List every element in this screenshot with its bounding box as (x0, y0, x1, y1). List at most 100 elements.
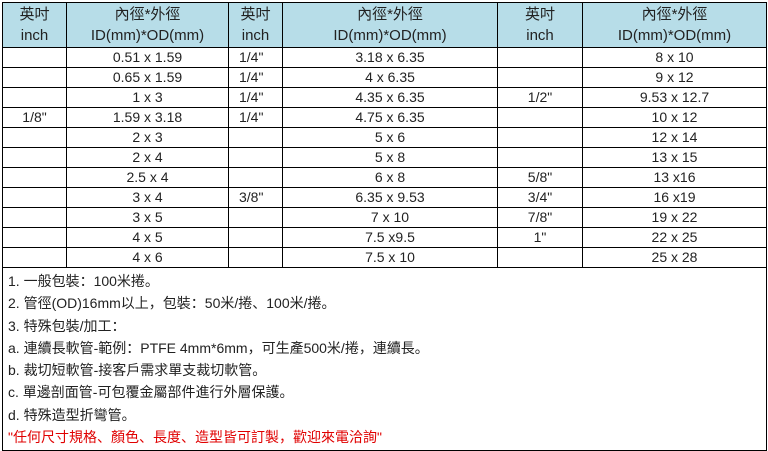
header-text: ID(mm)*OD(mm) (90, 27, 205, 44)
cell: 3/8" (228, 187, 283, 208)
cell-text: 9 x 12 (655, 69, 694, 85)
cell: 0.65 x 1.59 (66, 67, 229, 88)
cell: 1/2" (497, 87, 583, 108)
cell-text: 1/4" (239, 49, 264, 65)
cell: 10 x 12 (582, 107, 767, 128)
cell (2, 47, 67, 68)
data-row: 0.65 x 1.59 1/4" 4 x 6.35 9 x 12 (2, 67, 767, 88)
cell (497, 67, 583, 88)
cell (2, 127, 67, 148)
cell: 5/8" (497, 167, 583, 188)
header-cell: 內徑*外徑 ID(mm)*OD(mm) (282, 2, 498, 48)
cell-text: 1 x 3 (132, 89, 163, 105)
header-text: 內徑*外徑 (357, 6, 423, 23)
cell-text: 1/4" (239, 89, 264, 105)
cell-text: 1.59 x 3.18 (112, 109, 183, 125)
cell (497, 147, 583, 168)
cell (228, 167, 283, 188)
cell: 25 x 28 (582, 247, 767, 268)
cell-text: 13 x 15 (651, 149, 698, 165)
cell-text: 5 x 8 (374, 149, 406, 165)
cell: 1/4" (228, 87, 283, 108)
note-line: b. 裁切短軟管-接客戶需求單支裁切軟管。 (8, 362, 267, 379)
cell: 1 x 3 (66, 87, 229, 108)
cell-text: 16 x19 (653, 189, 696, 205)
cell: 1/8" (2, 107, 67, 128)
cell: 3 x 4 (66, 187, 229, 208)
cell-text: 1" (533, 229, 547, 245)
cell (228, 227, 283, 248)
cell: 1.59 x 3.18 (66, 107, 229, 128)
note-line: "任何尺寸規格、顏色、長度、造型皆可訂製，歡迎來電洽詢" (8, 429, 382, 446)
cell-text: 0.51 x 1.59 (112, 49, 183, 65)
header-text: inch (241, 27, 270, 44)
cell-text: 3 x 5 (132, 209, 163, 225)
cell: 7/8" (497, 207, 583, 228)
cell-text: 7.5 x9.5 (365, 229, 415, 245)
cell (2, 247, 67, 268)
cell-text: 3/8" (239, 189, 264, 205)
cell-text: 7/8" (527, 209, 553, 225)
header-cell: 內徑*外徑 ID(mm)*OD(mm) (66, 2, 229, 48)
cell: 1/4" (228, 67, 283, 88)
cell-text: 4.75 x 6.35 (355, 109, 425, 125)
cell: 5 x 6 (282, 127, 498, 148)
cell: 2 x 3 (66, 127, 229, 148)
cell: 8 x 10 (582, 47, 767, 68)
cell-text: 19 x 22 (651, 209, 698, 225)
cell: 3/4" (497, 187, 583, 208)
cell-text: 7.5 x 10 (365, 249, 415, 265)
cell (497, 127, 583, 148)
cell-text: 13 x16 (653, 169, 696, 185)
cell-text: 4 x 6 (132, 249, 163, 265)
cell-text: 5/8" (527, 169, 553, 185)
header-text: inch (526, 27, 554, 44)
data-row: 4 x 5 7.5 x9.5 1" 22 x 25 (2, 227, 767, 248)
cell-text: 8 x 10 (655, 49, 694, 65)
note-line: d. 特殊造型折彎管。 (8, 406, 136, 423)
cell-text: 2 x 3 (132, 129, 163, 145)
cell: 7.5 x 10 (282, 247, 498, 268)
cell-text: 1/2" (527, 89, 553, 105)
table-body: 0.51 x 1.59 1/4" 3.18 x 6.35 8 x 10 0.65 x 1… (2, 47, 767, 451)
cell-text: 1/8" (22, 109, 47, 125)
cell (2, 67, 67, 88)
notes-row: 1. 一般包裝：100米捲。 2. 管徑(OD)16mm以上，包裝：50米/捲、1… (2, 266, 767, 451)
data-row: 2 x 4 5 x 8 13 x 15 (2, 147, 767, 168)
cell: 5 x 8 (282, 147, 498, 168)
cell: 3 x 5 (66, 207, 229, 228)
header-text: 英吋 (19, 6, 50, 23)
header-cell: 英吋 inch (2, 2, 67, 48)
cell (497, 47, 583, 68)
data-row: 2.5 x 4 6 x 8 5/8" 13 x16 (2, 167, 767, 188)
data-row: 4 x 6 7.5 x 10 25 x 28 (2, 247, 767, 268)
data-row: 3 x 4 3/8" 6.35 x 9.53 3/4" 16 x19 (2, 187, 767, 208)
cell (228, 147, 283, 168)
cell-text: 7 x 10 (370, 209, 410, 225)
cell (2, 207, 67, 228)
header-cell: 英吋 inch (497, 2, 583, 48)
data-row: 1/8" 1.59 x 3.18 1/4" 4.75 x 6.35 10 x 12 (2, 107, 767, 128)
cell (228, 127, 283, 148)
cell-text: 4.35 x 6.35 (355, 89, 425, 105)
cell-text: 12 x 14 (651, 129, 698, 145)
cell (228, 207, 283, 228)
cell: 7 x 10 (282, 207, 498, 228)
cell: 12 x 14 (582, 127, 767, 148)
cell: 13 x16 (582, 167, 767, 188)
cell: 4 x 6 (66, 247, 229, 268)
cell-text: 5 x 6 (374, 129, 406, 145)
data-row: 2 x 3 5 x 6 12 x 14 (2, 127, 767, 148)
cell: 6.35 x 9.53 (282, 187, 498, 208)
cell-text: 3/4" (527, 189, 553, 205)
cell-text: 25 x 28 (651, 249, 698, 265)
notes-cell: 1. 一般包裝：100米捲。 2. 管徑(OD)16mm以上，包裝：50米/捲、1… (2, 266, 767, 451)
note-line: 2. 管徑(OD)16mm以上，包裝：50米/捲、100米/捲。 (8, 295, 336, 312)
cell: 4 x 5 (66, 227, 229, 248)
header-text: 英吋 (524, 6, 555, 23)
header-text: 英吋 (240, 6, 271, 23)
cell (497, 107, 583, 128)
cell-text: 0.65 x 1.59 (112, 69, 183, 85)
header-text: 內徑*外徑 (641, 6, 708, 23)
